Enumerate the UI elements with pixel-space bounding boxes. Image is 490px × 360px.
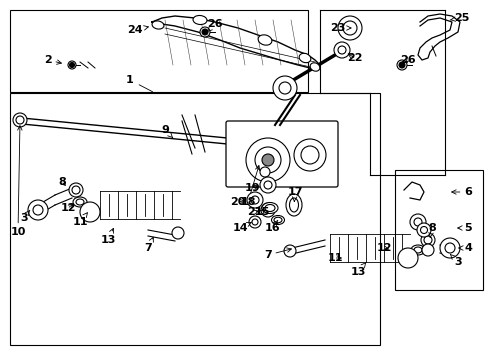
Circle shape bbox=[273, 76, 297, 100]
Circle shape bbox=[247, 192, 263, 208]
Circle shape bbox=[410, 214, 426, 230]
Circle shape bbox=[68, 61, 76, 69]
Text: 12: 12 bbox=[376, 243, 392, 253]
Text: 20: 20 bbox=[230, 197, 245, 207]
Circle shape bbox=[252, 219, 258, 225]
Text: 7: 7 bbox=[144, 237, 153, 253]
Text: 5: 5 bbox=[458, 223, 472, 233]
Circle shape bbox=[33, 205, 43, 215]
Text: 23: 23 bbox=[330, 23, 351, 33]
Text: 15: 15 bbox=[254, 207, 270, 217]
Circle shape bbox=[16, 116, 24, 124]
Circle shape bbox=[338, 46, 346, 54]
Ellipse shape bbox=[258, 35, 272, 45]
Bar bbox=[10, 10, 308, 92]
Ellipse shape bbox=[310, 63, 320, 71]
Text: 4: 4 bbox=[459, 243, 472, 253]
Ellipse shape bbox=[265, 204, 275, 212]
Text: 12: 12 bbox=[60, 203, 76, 213]
Circle shape bbox=[28, 200, 48, 220]
Ellipse shape bbox=[193, 15, 207, 24]
Text: 13: 13 bbox=[350, 263, 366, 277]
Circle shape bbox=[80, 202, 100, 222]
Circle shape bbox=[260, 167, 270, 177]
Text: 3: 3 bbox=[20, 210, 30, 223]
Circle shape bbox=[172, 227, 184, 239]
Text: 25: 25 bbox=[450, 13, 470, 23]
Text: 2: 2 bbox=[44, 55, 61, 65]
Text: 19: 19 bbox=[244, 183, 260, 193]
Circle shape bbox=[424, 236, 432, 244]
Circle shape bbox=[338, 16, 362, 40]
Ellipse shape bbox=[414, 247, 422, 253]
Text: 9: 9 bbox=[161, 125, 173, 138]
Circle shape bbox=[334, 42, 350, 58]
Text: 26: 26 bbox=[207, 19, 223, 32]
Circle shape bbox=[440, 238, 460, 258]
Circle shape bbox=[13, 113, 27, 127]
Ellipse shape bbox=[290, 198, 298, 212]
Text: 11: 11 bbox=[72, 213, 88, 227]
Text: 10: 10 bbox=[10, 126, 25, 237]
Bar bbox=[10, 93, 380, 345]
Circle shape bbox=[246, 138, 290, 182]
Text: 18: 18 bbox=[240, 166, 260, 207]
Text: 21: 21 bbox=[247, 207, 263, 217]
Text: 24: 24 bbox=[127, 25, 148, 35]
Text: 26: 26 bbox=[400, 55, 416, 65]
Circle shape bbox=[200, 27, 210, 37]
Ellipse shape bbox=[152, 21, 164, 29]
Circle shape bbox=[260, 177, 276, 193]
Text: 7: 7 bbox=[264, 248, 292, 260]
Circle shape bbox=[279, 82, 291, 94]
Ellipse shape bbox=[73, 197, 87, 207]
Text: 3: 3 bbox=[450, 255, 462, 267]
Text: 8: 8 bbox=[428, 223, 436, 237]
Text: 13: 13 bbox=[100, 228, 116, 245]
Text: 16: 16 bbox=[264, 220, 280, 233]
Circle shape bbox=[420, 226, 427, 234]
Circle shape bbox=[264, 181, 272, 189]
Circle shape bbox=[284, 245, 296, 257]
Circle shape bbox=[202, 29, 208, 35]
Ellipse shape bbox=[286, 194, 302, 216]
Ellipse shape bbox=[262, 202, 278, 213]
Circle shape bbox=[301, 146, 319, 164]
Circle shape bbox=[249, 216, 261, 228]
Circle shape bbox=[417, 223, 431, 237]
Circle shape bbox=[251, 196, 259, 204]
Text: 22: 22 bbox=[347, 53, 363, 63]
Circle shape bbox=[399, 62, 405, 68]
Ellipse shape bbox=[274, 217, 282, 223]
Circle shape bbox=[72, 186, 80, 194]
Circle shape bbox=[397, 60, 407, 70]
Circle shape bbox=[294, 139, 326, 171]
Text: 11: 11 bbox=[327, 253, 343, 263]
Circle shape bbox=[422, 244, 434, 256]
Ellipse shape bbox=[76, 199, 84, 205]
Circle shape bbox=[343, 21, 357, 35]
Ellipse shape bbox=[411, 245, 425, 255]
Bar bbox=[395, 170, 483, 290]
Text: 17: 17 bbox=[287, 187, 303, 202]
Ellipse shape bbox=[299, 53, 311, 63]
Ellipse shape bbox=[271, 216, 285, 225]
Circle shape bbox=[261, 203, 275, 217]
Circle shape bbox=[70, 63, 74, 68]
Circle shape bbox=[262, 154, 274, 166]
Text: 6: 6 bbox=[452, 187, 472, 197]
Circle shape bbox=[69, 183, 83, 197]
Circle shape bbox=[398, 248, 418, 268]
Text: 1: 1 bbox=[126, 75, 152, 92]
Circle shape bbox=[421, 233, 435, 247]
Circle shape bbox=[265, 207, 271, 213]
Text: 8: 8 bbox=[58, 177, 66, 187]
Circle shape bbox=[255, 147, 281, 173]
Circle shape bbox=[414, 218, 422, 226]
Text: 14: 14 bbox=[232, 222, 252, 233]
FancyBboxPatch shape bbox=[226, 121, 338, 187]
Circle shape bbox=[445, 243, 455, 253]
